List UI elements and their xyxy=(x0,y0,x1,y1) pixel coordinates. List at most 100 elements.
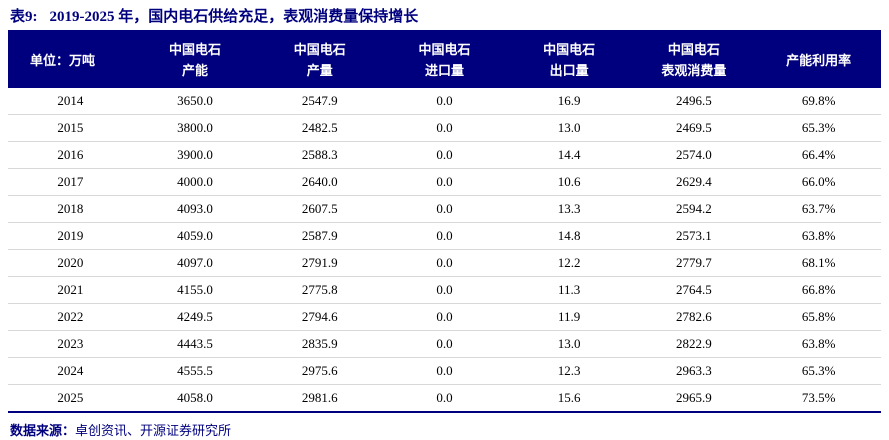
value-cell: 3900.0 xyxy=(132,141,258,169)
table-header: 单位：万吨 中国电石 产能 中国电石 产量 中国电石 进口量 中国电石 出口量 xyxy=(8,32,881,88)
value-cell: 2574.0 xyxy=(631,141,757,169)
table-body: 2014 3650.0 2547.9 0.0 16.9 2496.5 69.8% 2015 38… xyxy=(8,88,881,412)
value-cell: 4443.5 xyxy=(132,330,258,358)
value-cell: 65.3% xyxy=(756,357,881,385)
value-cell: 4058.0 xyxy=(132,384,258,412)
table-title: 表9: 2019-2025 年，国内电石供给充足，表观消费量保持增长 xyxy=(8,5,881,30)
value-cell: 4555.5 xyxy=(132,357,258,385)
value-cell: 2764.5 xyxy=(631,276,757,304)
table-row: 2023 4443.5 2835.9 0.0 13.0 2822.9 63.8% xyxy=(8,330,881,358)
value-cell: 0.0 xyxy=(382,357,507,385)
value-cell: 2588.3 xyxy=(257,141,383,169)
value-cell: 4000.0 xyxy=(132,168,258,196)
year-cell: 2018 xyxy=(8,195,133,223)
value-cell: 2469.5 xyxy=(631,114,757,142)
value-cell: 11.9 xyxy=(506,303,632,331)
source-label: 数据来源： xyxy=(10,423,76,438)
value-cell: 2587.9 xyxy=(257,222,383,250)
table-row: 2014 3650.0 2547.9 0.0 16.9 2496.5 69.8% xyxy=(8,88,881,115)
value-cell: 4093.0 xyxy=(132,195,258,223)
value-cell: 12.3 xyxy=(506,357,632,385)
value-cell: 0.0 xyxy=(382,222,507,250)
value-cell: 4097.0 xyxy=(132,249,258,277)
value-cell: 2629.4 xyxy=(631,168,757,196)
header-apparent-consumption-line2: 表观消费量 xyxy=(661,63,727,78)
value-cell: 65.8% xyxy=(756,303,881,331)
header-capacity-line1: 中国电石 xyxy=(169,42,222,57)
value-cell: 13.0 xyxy=(506,114,632,142)
value-cell: 2965.9 xyxy=(631,384,757,412)
value-cell: 4249.5 xyxy=(132,303,258,331)
value-cell: 2794.6 xyxy=(257,303,383,331)
value-cell: 2791.9 xyxy=(257,249,383,277)
value-cell: 2482.5 xyxy=(257,114,383,142)
header-imports: 中国电石 进口量 xyxy=(382,32,507,88)
source-note: 数据来源：卓创资讯、开源证券研究所 xyxy=(8,413,881,440)
value-cell: 0.0 xyxy=(382,384,507,412)
year-cell: 2020 xyxy=(8,249,133,277)
table-row: 2018 4093.0 2607.5 0.0 13.3 2594.2 63.7% xyxy=(8,195,881,223)
table-title-text: 2019-2025 年，国内电石供给充足，表观消费量保持增长 xyxy=(49,9,419,25)
header-capacity-line2: 产能 xyxy=(182,63,209,78)
year-cell: 2024 xyxy=(8,357,133,385)
table-row: 2020 4097.0 2791.9 0.0 12.2 2779.7 68.1% xyxy=(8,249,881,277)
table-row: 2015 3800.0 2482.5 0.0 13.0 2469.5 65.3% xyxy=(8,114,881,142)
header-output-line2: 产量 xyxy=(306,63,333,78)
header-unit-label: 单位：万吨 xyxy=(30,52,96,68)
data-table: 单位：万吨 中国电石 产能 中国电石 产量 中国电石 进口量 中国电石 出口量 xyxy=(8,32,881,413)
value-cell: 2547.9 xyxy=(301,93,338,108)
table-row: 2016 3900.0 2588.3 0.0 14.4 2574.0 66.4% xyxy=(8,141,881,169)
year-cell: 2017 xyxy=(8,168,133,196)
value-cell: 11.3 xyxy=(506,276,632,304)
value-cell: 0.0 xyxy=(436,93,453,108)
table-number-label: 表9: xyxy=(10,9,38,25)
value-cell: 0.0 xyxy=(382,249,507,277)
value-cell: 2835.9 xyxy=(257,330,383,358)
header-utilization: 产能利用率 xyxy=(756,32,881,88)
year-cell: 2016 xyxy=(8,141,133,169)
value-cell: 65.3% xyxy=(756,114,881,142)
year-cell: 2022 xyxy=(8,303,133,331)
value-cell: 2779.7 xyxy=(631,249,757,277)
value-cell: 3800.0 xyxy=(132,114,258,142)
header-capacity: 中国电石 产能 xyxy=(132,32,258,88)
year-cell: 2014 xyxy=(57,93,84,108)
year-cell: 2021 xyxy=(8,276,133,304)
value-cell: 0.0 xyxy=(382,303,507,331)
value-cell: 15.6 xyxy=(506,384,632,412)
value-cell: 2822.9 xyxy=(631,330,757,358)
value-cell: 3650.0 xyxy=(177,93,213,108)
year-cell: 2015 xyxy=(8,114,133,142)
value-cell: 2782.6 xyxy=(631,303,757,331)
value-cell: 0.0 xyxy=(382,114,507,142)
value-cell: 14.8 xyxy=(506,222,632,250)
value-cell: 14.4 xyxy=(506,141,632,169)
source-text: 卓创资讯、开源证券研究所 xyxy=(75,423,232,438)
value-cell: 4155.0 xyxy=(132,276,258,304)
value-cell: 2975.6 xyxy=(257,357,383,385)
header-output-line1: 中国电石 xyxy=(293,42,346,57)
value-cell: 0.0 xyxy=(382,141,507,169)
year-cell: 2025 xyxy=(8,384,133,412)
value-cell: 4059.0 xyxy=(132,222,258,250)
value-cell: 68.1% xyxy=(756,249,881,277)
table-row: 2025 4058.0 2981.6 0.0 15.6 2965.9 73.5% xyxy=(8,384,881,412)
value-cell: 66.0% xyxy=(756,168,881,196)
header-imports-line1: 中国电石 xyxy=(418,42,471,57)
value-cell: 12.2 xyxy=(506,249,632,277)
value-cell: 2775.8 xyxy=(257,276,383,304)
value-cell: 16.9 xyxy=(557,93,581,108)
header-exports-line1: 中国电石 xyxy=(543,42,596,57)
value-cell: 63.8% xyxy=(756,222,881,250)
value-cell: 63.7% xyxy=(756,195,881,223)
table-row: 2024 4555.5 2975.6 0.0 12.3 2963.3 65.3% xyxy=(8,357,881,385)
header-utilization-label: 产能利用率 xyxy=(786,52,852,68)
value-cell: 2573.1 xyxy=(631,222,757,250)
header-imports-line2: 进口量 xyxy=(424,63,464,78)
value-cell: 66.4% xyxy=(756,141,881,169)
value-cell: 13.0 xyxy=(506,330,632,358)
year-cell: 2019 xyxy=(8,222,133,250)
value-cell: 2496.5 xyxy=(675,93,712,108)
value-cell: 2594.2 xyxy=(631,195,757,223)
